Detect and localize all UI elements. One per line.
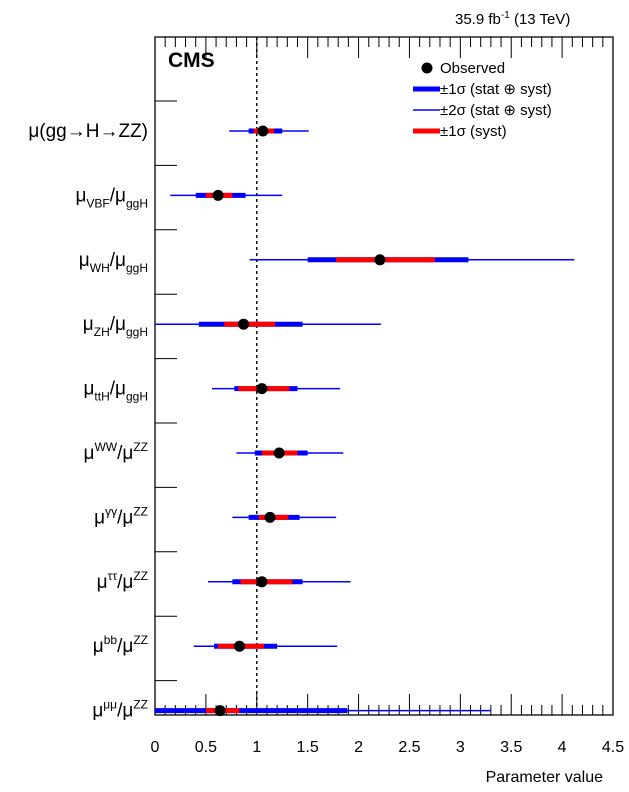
label-part: μ bbox=[83, 379, 94, 400]
label-part: μ bbox=[83, 314, 94, 335]
label-part: ggH bbox=[126, 325, 148, 339]
x-tick-label: 1 bbox=[252, 739, 261, 756]
label-part: μ bbox=[83, 443, 94, 464]
label-part: /μ bbox=[110, 314, 126, 335]
label-part: μ bbox=[94, 507, 105, 528]
x-tick-label: 2.5 bbox=[398, 739, 420, 756]
label-part: bb bbox=[104, 633, 118, 647]
label-part: γγ bbox=[105, 504, 117, 518]
observed-point bbox=[238, 318, 250, 330]
label-part: μ bbox=[92, 701, 103, 722]
lumi-base: 35.9 fb bbox=[455, 11, 501, 28]
legend: Observed ±1σ (stat ⊕ syst) ±2σ (stat ⊕ sys… bbox=[413, 60, 552, 140]
chart-title: CMS bbox=[168, 49, 215, 72]
parameter-label: μWH/μggH bbox=[79, 250, 148, 275]
label-part: μ bbox=[75, 185, 86, 206]
label-part: VBF bbox=[86, 196, 109, 210]
observed-point bbox=[212, 189, 224, 201]
label-part: ggH bbox=[126, 261, 148, 275]
observed-point bbox=[273, 447, 285, 459]
label-part: /μ bbox=[117, 636, 133, 657]
parameter-label: μττ/μZZ bbox=[97, 569, 148, 593]
legend-label: ±2σ (stat ⊕ syst) bbox=[440, 102, 552, 119]
label-part: ggH bbox=[126, 196, 148, 210]
parameter-label: μttH/μggH bbox=[83, 379, 148, 404]
observed-point bbox=[233, 640, 245, 652]
legend-label: ±1σ (syst) bbox=[440, 123, 507, 140]
parameter-label: μVBF/μggH bbox=[75, 185, 148, 210]
label-part: WH bbox=[90, 261, 110, 275]
label-part: ZZ bbox=[133, 504, 148, 518]
observed-point bbox=[264, 511, 276, 523]
label-part: ZZ bbox=[133, 569, 148, 583]
legend-label: ±1σ (stat ⊕ syst) bbox=[440, 81, 552, 98]
label-part: μ bbox=[79, 250, 90, 271]
label-part: /μ bbox=[117, 572, 133, 593]
legend-marker bbox=[421, 62, 433, 74]
x-tick-label: 3.5 bbox=[500, 739, 522, 756]
label-part: ZH bbox=[94, 325, 110, 339]
observed-point bbox=[214, 705, 226, 717]
plot-frame bbox=[154, 36, 614, 716]
lumi-text: 35.9 fb-1 (13 TeV) bbox=[455, 10, 570, 28]
x-tick-label: 1.5 bbox=[297, 739, 319, 756]
label-part: /μ bbox=[117, 507, 133, 528]
observed-point bbox=[374, 254, 386, 266]
label-part: /μ bbox=[110, 250, 126, 271]
label-part: /μ bbox=[110, 379, 126, 400]
x-tick-label: 4.5 bbox=[602, 739, 624, 756]
x-tick-label: 0.5 bbox=[195, 739, 217, 756]
label-part: ZZ bbox=[133, 633, 148, 647]
parameter-label: μWW/μZZ bbox=[83, 440, 148, 464]
lumi-sup: -1 bbox=[501, 10, 510, 21]
axis-ticks: 0 0.5 1 1.5 2 2.5 3 3.5 4 4.5 bbox=[151, 37, 624, 756]
legend-label: Observed bbox=[440, 60, 505, 77]
parameter-labels: μ(gg→H→ZZ)μVBF/μggHμWH/μggHμZH/μggHμttH/… bbox=[28, 121, 148, 722]
label-part: ZZ bbox=[133, 698, 148, 712]
x-tick-label: 4 bbox=[558, 739, 567, 756]
observed-point bbox=[257, 125, 269, 137]
label-part: μ(gg→H→ZZ) bbox=[28, 121, 148, 142]
observed-point bbox=[256, 576, 268, 588]
label-part: /μ bbox=[117, 443, 133, 464]
label-part: /μ bbox=[110, 185, 126, 206]
parameter-label: μbb/μZZ bbox=[93, 633, 148, 657]
parameter-label: μμμ/μZZ bbox=[92, 698, 148, 722]
luminosity-label: 35.9 fb-1 (13 TeV) bbox=[455, 10, 570, 28]
x-tick-label: 3 bbox=[456, 739, 465, 756]
x-axis-label: Parameter value bbox=[486, 769, 603, 786]
label-part: WW bbox=[94, 440, 117, 454]
label-part: μ bbox=[97, 572, 108, 593]
label-part: ggH bbox=[126, 390, 148, 404]
x-tick-label: 2 bbox=[354, 739, 363, 756]
label-part: ttH bbox=[94, 390, 109, 404]
label-part: μμ bbox=[103, 698, 117, 712]
parameter-label: μ(gg→H→ZZ) bbox=[28, 121, 148, 142]
x-tick-label: 0 bbox=[151, 739, 160, 756]
label-part: μ bbox=[93, 636, 104, 657]
label-part: ττ bbox=[108, 569, 118, 583]
parameter-label: μZH/μggH bbox=[83, 314, 148, 339]
interval-layer bbox=[155, 125, 575, 717]
lumi-rest: (13 TeV) bbox=[510, 11, 571, 28]
observed-point bbox=[256, 383, 268, 395]
label-part: ZZ bbox=[133, 440, 148, 454]
label-part: /μ bbox=[117, 701, 133, 722]
parameter-label: μγγ/μZZ bbox=[94, 504, 148, 528]
